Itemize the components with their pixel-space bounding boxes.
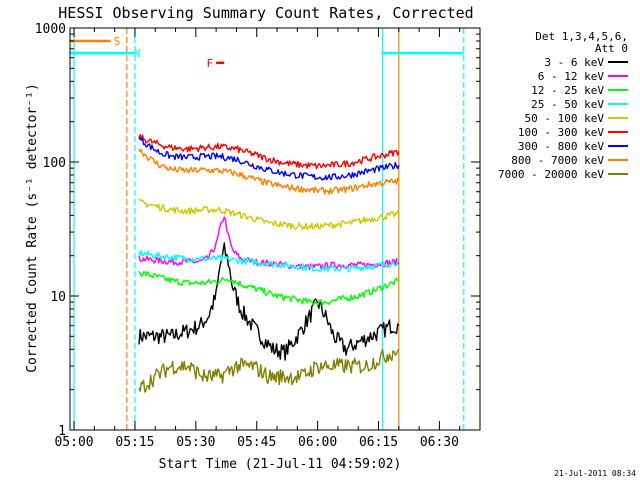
legend-entry-label-1: 6 - 12 keV <box>538 70 605 83</box>
series-line-5 <box>138 133 400 170</box>
x-tick-label-6: 06:30 <box>420 435 459 450</box>
series-5 <box>138 133 400 170</box>
footer-timestamp: 21-Jul-2011 08:34 <box>554 469 636 478</box>
annotation-label-S: S <box>114 35 121 48</box>
legend-entry-label-2: 12 - 25 keV <box>531 84 604 97</box>
series-line-6 <box>138 136 400 181</box>
y-tick-label-0: 1 <box>58 424 66 439</box>
x-tick-label-3: 05:45 <box>237 435 276 450</box>
legend-header-0: Det 1,3,4,5,6, <box>535 30 628 43</box>
legend-entry-label-0: 3 - 6 keV <box>544 56 604 69</box>
series-line-8 <box>138 348 400 393</box>
series-line-3 <box>138 249 400 273</box>
series-4 <box>138 198 400 231</box>
series-8 <box>138 348 400 393</box>
series-3 <box>138 249 400 273</box>
x-tick-label-2: 05:30 <box>176 435 215 450</box>
series-line-0 <box>138 242 400 361</box>
series-line-1 <box>138 216 400 271</box>
y-tick-label-2: 100 <box>43 156 66 171</box>
legend-entry-label-8: 7000 - 20000 keV <box>498 168 604 181</box>
series-1 <box>138 216 400 271</box>
legend-entry-label-7: 800 - 7000 keV <box>511 154 604 167</box>
plot-area: SN F <box>70 28 465 430</box>
plot-frame <box>69 27 481 431</box>
series-0 <box>138 242 400 361</box>
annotation-label-N: N <box>134 47 141 60</box>
series-7 <box>138 148 400 195</box>
series-line-7 <box>138 148 400 195</box>
series-2 <box>138 271 399 306</box>
y-tick-label-3: 1000 <box>35 22 66 37</box>
chart-title: HESSI Observing Summary Count Rates, Cor… <box>58 4 473 22</box>
x-axis-label: Start Time (21-Jul-11 04:59:02) <box>159 457 402 472</box>
series-6 <box>138 136 400 181</box>
series-line-4 <box>138 198 400 231</box>
legend-header-1: Att 0 <box>595 42 628 55</box>
legend-entry-label-3: 25 - 50 keV <box>531 98 604 111</box>
axes: 1 10 100 1000 05:00 05:15 05:30 05:45 06:00 06:15… <box>35 22 481 450</box>
y-axis-label: Corrected Count Rate (s⁻¹ detector⁻¹) <box>25 83 40 373</box>
legend-entry-label-4: 50 - 100 keV <box>525 112 605 125</box>
x-tick-label-4: 06:00 <box>298 435 337 450</box>
legend-entry-label-6: 300 - 800 keV <box>518 140 604 153</box>
x-tick-label-5: 06:15 <box>359 435 398 450</box>
y-tick-label-1: 10 <box>50 290 66 305</box>
series-line-2 <box>138 271 399 306</box>
legend-entry-label-5: 100 - 300 keV <box>518 126 604 139</box>
annotation-label-F: F <box>207 57 214 70</box>
x-tick-label-0: 05:00 <box>54 435 93 450</box>
x-tick-label-1: 05:15 <box>115 435 154 450</box>
